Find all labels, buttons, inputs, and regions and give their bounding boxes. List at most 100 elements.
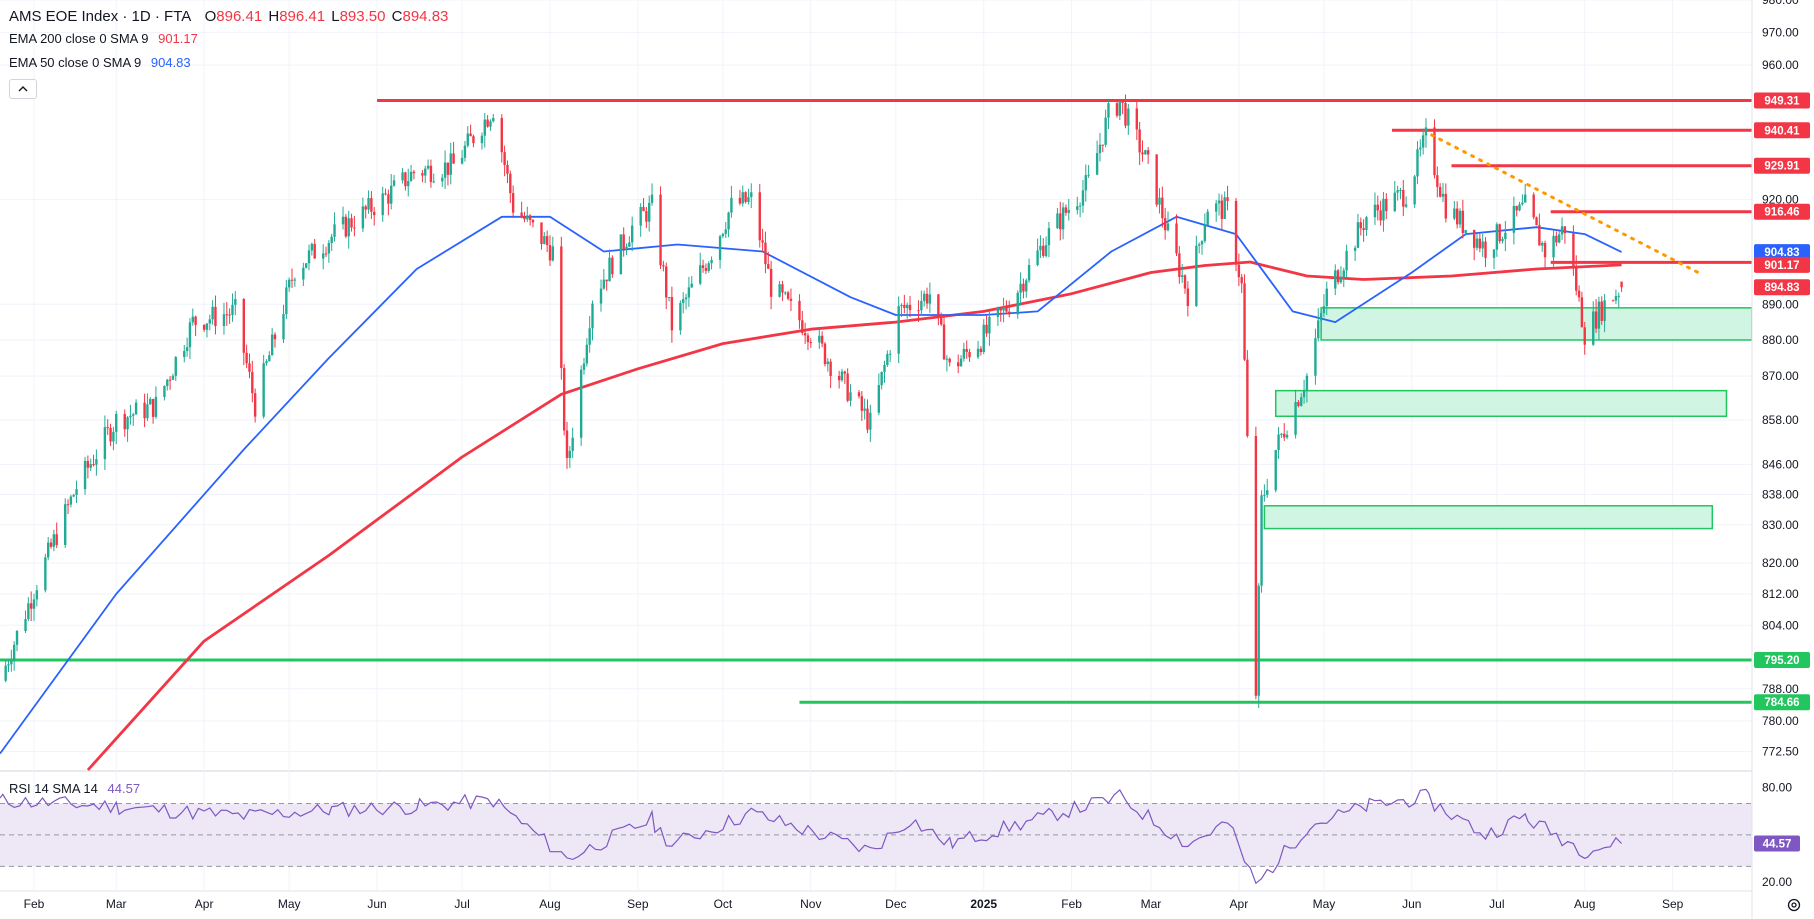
candle-body [1277, 434, 1280, 450]
candle-body [1524, 194, 1527, 203]
demand-zone [1274, 389, 1728, 418]
candle-body [1436, 175, 1439, 187]
candle-body [270, 334, 274, 356]
rsi-legend[interactable]: RSI 14 SMA 14 44.57 [9, 781, 140, 796]
candle-body [313, 243, 316, 259]
candle-body [1319, 313, 1323, 321]
candle-body [1274, 449, 1277, 491]
candle-body [750, 192, 753, 198]
resistance-price-label: 916.46 [1764, 207, 1799, 219]
candle-body [925, 293, 929, 304]
candle-body [1472, 229, 1476, 248]
candle-body [682, 299, 685, 304]
candle-body [897, 306, 900, 354]
candle-body [392, 180, 396, 186]
open-value: 896.41 [216, 8, 263, 25]
candle-body [86, 460, 90, 468]
candle-body [1138, 129, 1141, 153]
price-axis[interactable]: 980.00 970.00 960.00 920.00 890.00 880.00 870.… [1751, 0, 1814, 919]
candle-body [1560, 226, 1564, 235]
candle-body [1005, 306, 1008, 312]
candle-body [1419, 147, 1422, 150]
candle-body [1141, 152, 1144, 155]
candle-body [129, 415, 132, 418]
candle-body [738, 197, 742, 204]
candle-body [588, 328, 591, 345]
candle-body [1433, 127, 1436, 176]
close-key: C [391, 8, 403, 25]
price-axis-bg [1752, 0, 1814, 919]
candle-body [565, 430, 569, 458]
candle-body [999, 308, 1002, 311]
candle-body [407, 181, 410, 187]
candle-body [659, 194, 662, 266]
candle-body [857, 392, 861, 397]
candle-body [1027, 265, 1031, 281]
candle-body [1036, 250, 1039, 266]
ema50-legend[interactable]: EMA 50 close 0 SMA 9 904.83 [9, 55, 191, 70]
x-tick-label: Sep [627, 897, 649, 911]
candle-body [523, 217, 526, 220]
low-value: 893.50 [339, 8, 386, 25]
ema200-legend[interactable]: EMA 200 close 0 SMA 9 901.17 [9, 31, 198, 46]
candle-body [466, 133, 469, 146]
candle-body [667, 296, 671, 298]
candle-body [1334, 270, 1337, 289]
candle-body [940, 314, 943, 325]
candle-body [1302, 390, 1306, 398]
candle-body [869, 412, 872, 430]
candle-body [1246, 359, 1249, 436]
candle-body [1345, 250, 1348, 271]
candle-body [724, 229, 727, 234]
candle-body [1356, 222, 1360, 248]
candle-body [818, 335, 821, 343]
symbol-legend[interactable]: AMS EOE Index · 1D · FTA O896.41 H896.41… [9, 8, 448, 25]
candle-body [1518, 204, 1521, 211]
series-price-label-bg [1754, 244, 1810, 261]
x-tick-label: Jul [454, 897, 469, 911]
candle-body [151, 399, 155, 417]
candle-body [390, 185, 393, 204]
candle-body [900, 304, 903, 307]
candle-body [1095, 153, 1099, 175]
candle-body [112, 431, 115, 442]
candle-body [840, 371, 844, 381]
settings-gear-icon[interactable] [1786, 897, 1802, 913]
candle-body [509, 173, 512, 194]
candle-body [412, 171, 416, 174]
candle-body [333, 224, 336, 237]
candle-body [1379, 210, 1382, 221]
candle-body [1453, 208, 1456, 219]
candle-body [282, 314, 285, 340]
candle-body [1260, 495, 1263, 586]
candle-body [1200, 241, 1204, 245]
candle-body [1458, 210, 1462, 225]
ema200-label: EMA 200 close 0 SMA 9 [9, 31, 149, 46]
series-price-label: 904.83 [1764, 247, 1799, 259]
candle-body [1186, 288, 1190, 307]
collapse-legend-button[interactable] [9, 79, 37, 99]
x-tick-label: Apr [195, 897, 214, 911]
ema-50-line [0, 215, 1622, 755]
candle-body [364, 206, 367, 210]
candle-body [687, 287, 691, 298]
candle-body [908, 304, 912, 311]
candle-body [957, 362, 960, 367]
candle-body [1180, 275, 1184, 277]
candle-body [1144, 150, 1147, 155]
candle-body [1603, 300, 1606, 321]
candle-body [1504, 232, 1507, 239]
candle-body [1158, 197, 1161, 205]
resistance-price-label-bg [1754, 157, 1810, 174]
candle-body [1076, 206, 1079, 211]
candle-body [982, 324, 985, 352]
candle-body [1195, 245, 1198, 307]
candle-body [245, 352, 248, 364]
time-axis[interactable]: Feb Mar Apr May Jun Jul Aug Sep Oct Nov Dec 2025 Feb… [24, 897, 1684, 911]
candle-body [1118, 101, 1122, 116]
trendline [1430, 133, 1700, 275]
candle-body [744, 192, 747, 202]
x-tick-label: 2025 [970, 897, 997, 911]
candle-body [767, 264, 770, 269]
